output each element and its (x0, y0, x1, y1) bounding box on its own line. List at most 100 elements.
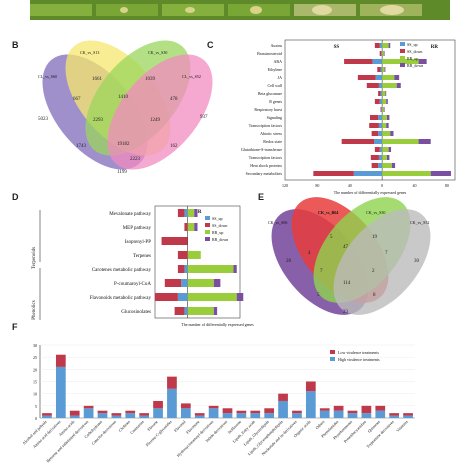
chart-d-legend-label: RR_up (212, 230, 223, 235)
chart-c-bar-rr-down (383, 107, 385, 112)
chart-f-bar-low (361, 405, 372, 414)
chart-c-bar-rr-up (382, 131, 391, 136)
chart-c-frame (284, 39, 456, 181)
chart-c-category-label: ABA (274, 59, 283, 64)
venn-b-value: 1199 (117, 170, 127, 175)
chart-f-bar-low (222, 408, 233, 414)
chart-c-category-label: Ethylene (268, 67, 282, 72)
chart-c-bar-ss-up (375, 75, 383, 80)
chart-f-bar-low (347, 410, 358, 414)
chart-c-bar-ss-up (380, 91, 383, 96)
venn-e-value: 19 (372, 235, 378, 240)
venn-e-value: 5 (330, 235, 333, 240)
chart-c-bar-rr-down (388, 147, 392, 152)
chart-d-legend-swatch (205, 230, 210, 234)
venn-b-value: 2223 (130, 157, 141, 162)
chart-c-bar-ss-down (374, 43, 380, 48)
venn-e-value: 30 (414, 259, 420, 264)
chart-f-tick-label: 5 (35, 404, 37, 409)
chart-d-bar-ss-down (177, 265, 185, 273)
chart-f-bar-low (167, 376, 177, 389)
chart-c-group-label: SS (334, 45, 340, 50)
venn-b-set-4 (107, 54, 213, 170)
chart-c-bar-ss-down (369, 123, 379, 128)
chart-d-bar-ss-up (177, 293, 188, 301)
chart-d-category-label: Carotenes metabolic pathway (92, 268, 152, 273)
chart-f-bar-low (292, 410, 302, 414)
chart-f-bar-low (250, 410, 261, 414)
chart-f-bar-high (194, 415, 205, 418)
chart-c-bar-ss-down (374, 147, 380, 152)
chart-c-bar-ss-down (378, 91, 381, 96)
chart-d-category-label: P-coumaroyl-CoA (114, 282, 151, 287)
chart-f-bar-high (250, 413, 261, 418)
chart-d-bar-ss-down (177, 251, 188, 259)
chart-c-bar-rr-up (382, 43, 389, 48)
venn-b-value: 19182 (117, 142, 130, 147)
venn-b-set-label: CL_vs_S52 (182, 74, 201, 79)
panel-label-d: D (12, 192, 19, 202)
chart-c-legend-label: RR_up (407, 56, 418, 61)
chart-c-legend-swatch (400, 56, 405, 60)
chart-d-bar-ss-down (177, 209, 185, 217)
chart-f-bar-low (69, 410, 80, 416)
chart-c-category-label: Abiotic stress (260, 131, 282, 136)
chart-c-category-label: R genes (269, 99, 282, 104)
chart-f-bar-high (139, 415, 150, 418)
chart-c-bar-ss-up (378, 155, 383, 160)
chart-c-category-label: Signaling (267, 115, 282, 120)
chart-f-bar-high (375, 410, 386, 418)
chart-d-legend-swatch (205, 216, 210, 220)
chart-c-bar-ss-up (378, 131, 383, 136)
chart-f-bar-low (194, 413, 205, 416)
chart-d-category-label: MEP pathway (123, 226, 152, 231)
chart-c-category-label: Redox state (263, 139, 282, 144)
chart-c-category-label: Transcription factors (249, 155, 283, 160)
chart-f-bar-high (125, 413, 136, 418)
chart-c-bar-rr-down (384, 67, 386, 72)
venn-e-value: 7 (385, 251, 388, 256)
venn-e-value: 4 (308, 251, 311, 256)
chart-c-bar-ss-up (379, 43, 383, 48)
chart-d-bar-ss-up (184, 265, 188, 273)
chart-c-legend-label: RR_down (407, 63, 423, 68)
chart-c-legend-label: SS_down (407, 49, 422, 54)
panel-label-f: F (12, 322, 18, 332)
chart-c-group-label: RR (431, 45, 439, 50)
venn-b-value: 1410 (118, 95, 129, 100)
venn-b-value: 1039 (145, 77, 156, 82)
chart-c-bar-rr-down (394, 75, 400, 80)
chart-c-bar-ss-up (378, 115, 383, 120)
chart-d-category-label: Isoprenyl-PP (125, 240, 151, 245)
venn-b-set-label: CL_vs_S60 (38, 74, 57, 79)
chart-f-bar-high (403, 415, 413, 418)
chart-f-bar-low (319, 408, 330, 411)
chart-c-bar-rr-down (387, 115, 390, 120)
chart-d-bar-rr-down (194, 209, 198, 217)
chart-f-category-label: Catechin derivatives (90, 419, 117, 446)
chart-f-bar-low (236, 410, 247, 414)
venn-e-set-label: CK_vs_S06 (268, 220, 287, 225)
chart-c-category-label: Secondary metabolites (246, 171, 283, 176)
chart-f-bar-high (55, 366, 66, 418)
chart-c-bar-rr-down (385, 91, 387, 96)
chart-d-bar-rr-up (187, 209, 195, 217)
chart-d-group-label: Phenolics (32, 300, 37, 319)
chart-c-category-label: Glutathione-S-transferase (241, 147, 282, 152)
chart-c-bar-ss-up (379, 147, 383, 152)
chart-c-bar-ss-down (371, 131, 379, 136)
chart-d-bar-rr-down (233, 265, 237, 273)
chart-c-bar-ss-up (379, 99, 383, 104)
chart-f-bar-low (97, 410, 108, 414)
chart-f-bar-low (389, 413, 400, 416)
chart-c-bar-ss-up (353, 171, 383, 176)
chart-d-frame (154, 205, 241, 319)
chart-f-bar-high (389, 415, 400, 418)
chart-d-category-label: Flavonoids metabolic pathway (90, 296, 152, 301)
chart-d-legend-label: SS_down (212, 223, 227, 228)
venn-b-value: 1249 (150, 118, 161, 123)
chart-c-bar-ss-down (374, 99, 380, 104)
chart-c-bar-rr-up (382, 163, 392, 168)
chart-f-category-label: Coumarins (129, 419, 145, 435)
